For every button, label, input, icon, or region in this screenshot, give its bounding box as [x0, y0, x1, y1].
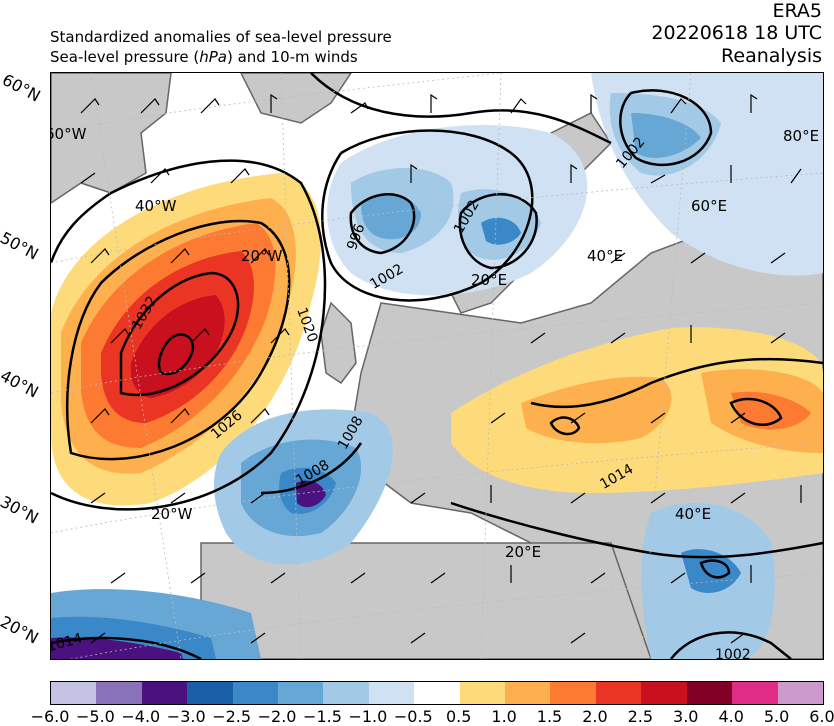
graticule: [51, 73, 823, 659]
colorbar-swatch: [777, 682, 823, 704]
colorbar-swatch: [323, 682, 369, 704]
colorbar-swatch: [550, 682, 596, 704]
isobar-contours: [51, 73, 823, 659]
wind-barbs: [80, 93, 802, 644]
subtitle-unit: hPa: [199, 48, 227, 66]
subtitle-prefix: Sea-level pressure (: [50, 48, 200, 66]
colorbar-tick-label: −4.0: [121, 707, 161, 726]
colorbar-swatch: [732, 682, 778, 704]
meridian-label: 20°E: [471, 271, 508, 289]
north-america-land: [51, 73, 172, 204]
meridian-label: 40°E: [675, 505, 712, 523]
colorbar-swatch: [505, 682, 551, 704]
colorbar-swatch: [141, 682, 188, 704]
colorbar-swatch: [96, 682, 142, 704]
colorbar-tick-label: 1.0: [491, 707, 517, 726]
northeast-low-anomaly: [591, 73, 823, 276]
latitude-label: 20°N: [0, 612, 42, 648]
meridian-label: 20°W: [151, 505, 193, 523]
colorbar-tick-label: −2.0: [257, 707, 297, 726]
colorbar-swatch: [641, 682, 687, 704]
product-label: Reanalysis: [721, 45, 822, 67]
meridian-label: 60°W: [51, 125, 87, 143]
dataset-label: ERA5: [772, 0, 822, 22]
colorbar-tick-label: −3.0: [166, 707, 206, 726]
colorbar-swatch: [187, 682, 233, 704]
datetime-label: 20220618 18 UTC: [651, 22, 822, 44]
colorbar-tick-label: −0.5: [393, 707, 433, 726]
british-isles-land: [320, 301, 357, 385]
colorbar-swatch: [459, 682, 506, 704]
colorbar-swatch: [368, 682, 415, 704]
map-panel: 60°W 40°W 20°W 20°E 40°E 60°E 80°E 20°W …: [50, 72, 824, 660]
latitude-label: 40°N: [0, 366, 42, 402]
meridian-label: 40°W: [135, 197, 177, 215]
eastern-europe-high-anomaly: [451, 327, 823, 493]
colorbar-tick-label: 6.0: [809, 707, 834, 726]
map-canvas: [51, 73, 823, 659]
colorbar-tick-label: 3.0: [673, 707, 699, 726]
meridian-label: 60°E: [691, 197, 728, 215]
colorbar-tick-label: −6.0: [30, 707, 70, 726]
colorbar-tick-label: 2.0: [582, 707, 608, 726]
meridian-label: 80°E: [783, 127, 820, 145]
subtitle-suffix: ) and 10-m winds: [226, 48, 358, 66]
colorbar-tick-label: 2.5: [627, 707, 654, 726]
colorbar-swatch: [595, 682, 642, 704]
colorbar-tick-label: −1.0: [348, 707, 388, 726]
map-subtitle: Sea-level pressure (hPa) and 10-m winds: [50, 48, 358, 66]
colorbar-swatch: [51, 682, 97, 704]
greenland-land: [240, 73, 352, 124]
latitude-label: 30°N: [0, 492, 42, 528]
colorbar-swatch: [414, 682, 460, 704]
colorbar-swatch: [686, 682, 733, 704]
colorbar-tick-label: 4.0: [718, 707, 744, 726]
colorbar-swatch: [232, 682, 279, 704]
colorbar: [50, 681, 824, 705]
colorbar-tick-label: 0.5: [445, 707, 472, 726]
latitude-label: 50°N: [0, 228, 42, 264]
isobar-label: 1002: [715, 647, 751, 660]
north-sea-low-anomaly: [327, 124, 588, 296]
meridian-label: 40°E: [587, 247, 624, 265]
colorbar-tick-label: 1.5: [536, 707, 563, 726]
meridian-label: 20°W: [241, 247, 283, 265]
map-title: Standardized anomalies of sea-level pres…: [50, 28, 392, 46]
colorbar-tick-label: −2.5: [212, 707, 252, 726]
colorbar-tick-label: −1.5: [303, 707, 342, 726]
colorbar-tick-label: −5.0: [75, 707, 115, 726]
colorbar-tick-label: 5.0: [763, 707, 790, 726]
east-med-low-anomaly: [641, 503, 775, 659]
latitude-label: 60°N: [0, 70, 44, 106]
meridian-label: 20°E: [505, 543, 542, 561]
colorbar-swatch: [278, 682, 324, 704]
